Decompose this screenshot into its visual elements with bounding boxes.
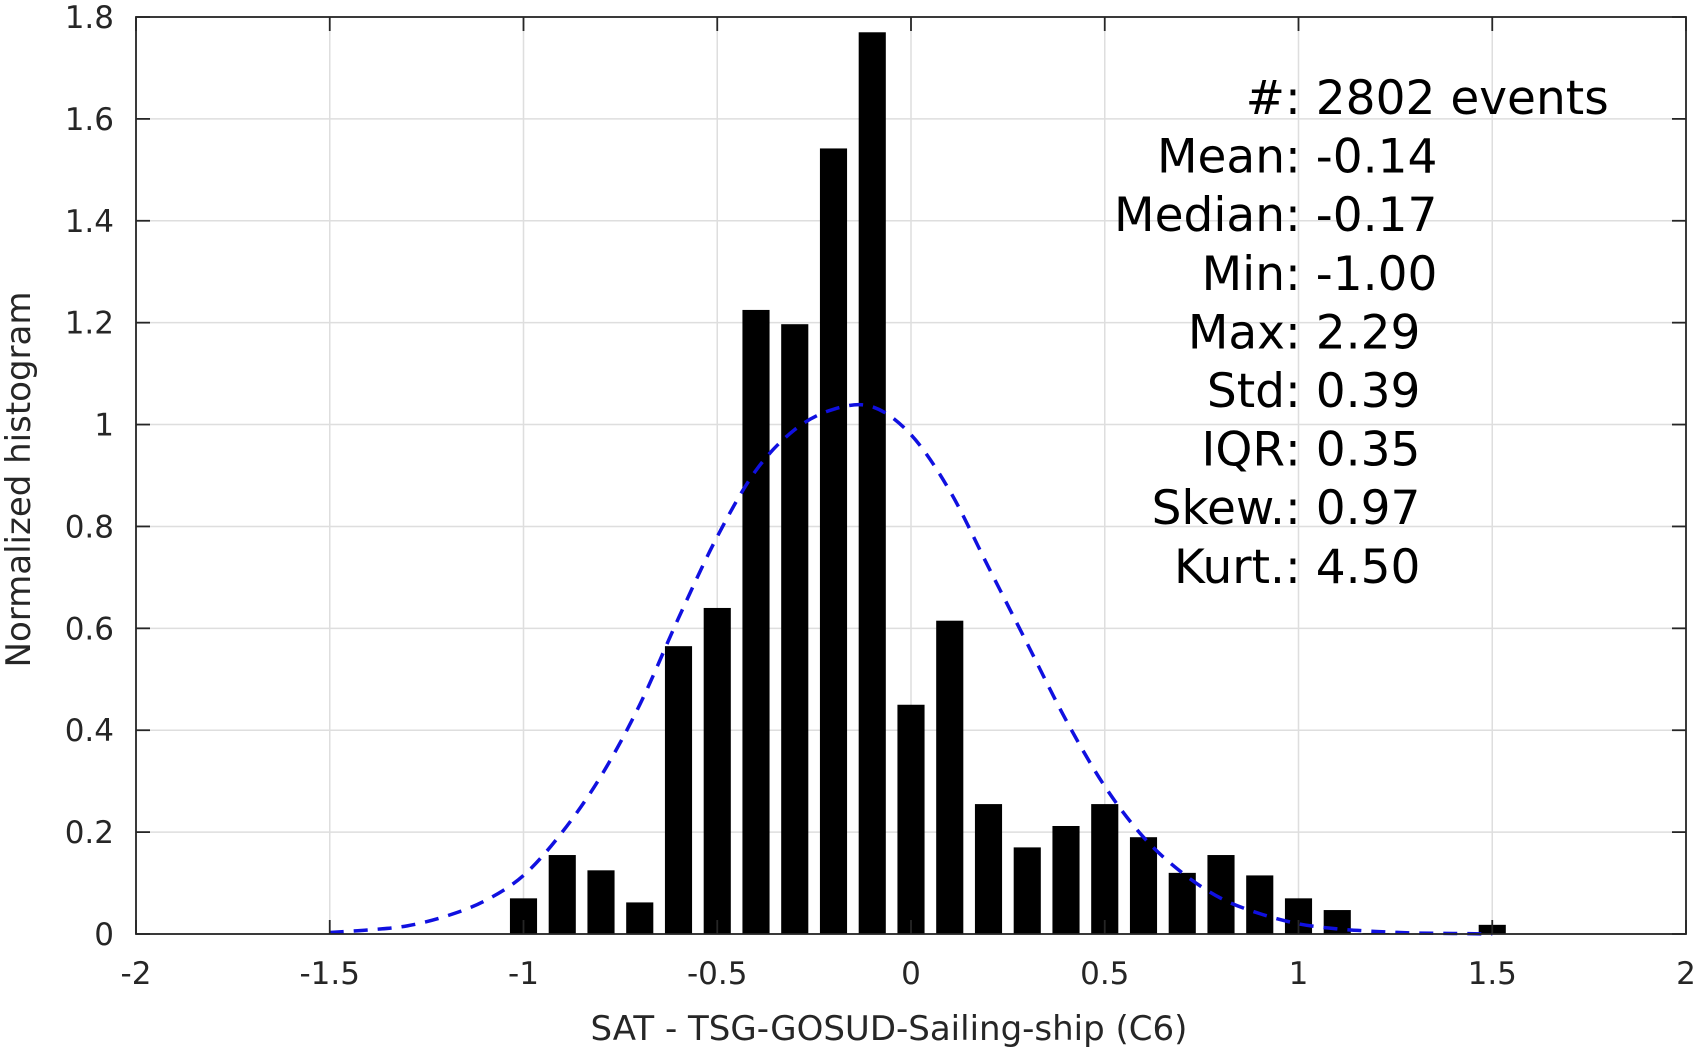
histogram-bar xyxy=(1013,847,1041,934)
y-tick-label: 1.8 xyxy=(65,0,114,36)
histogram-bar xyxy=(626,902,654,934)
histogram-bar xyxy=(819,148,848,935)
stat-label: Kurt. xyxy=(1174,540,1285,595)
stat-label: Max xyxy=(1188,305,1285,360)
x-tick-label: 2 xyxy=(1676,956,1696,992)
stat-label: Skew. xyxy=(1152,481,1285,536)
y-tick-label: 0.8 xyxy=(65,509,114,545)
x-tick-label: 1 xyxy=(1289,956,1309,992)
grid xyxy=(135,16,1687,935)
histogram-bar xyxy=(548,855,576,934)
y-tick-label: 0 xyxy=(94,917,114,953)
y-tick-label: 1.4 xyxy=(65,204,114,240)
y-axis-title: Normalized histogram xyxy=(0,292,39,668)
histogram-bar xyxy=(587,870,615,934)
histogram-bar xyxy=(974,804,1003,934)
histogram-bar xyxy=(1246,875,1274,934)
histogram-bar xyxy=(664,646,693,934)
histogram-bar xyxy=(858,32,886,935)
histogram-bar xyxy=(742,309,770,934)
stat-value: : 4.50 xyxy=(1285,540,1420,595)
y-tick-labels: 0 0.2 0.4 0.6 0.8 1 1.2 1.4 1.6 1.8 xyxy=(65,0,114,953)
x-tick-label: 0.5 xyxy=(1080,956,1129,992)
y-tick-label: 1.6 xyxy=(65,102,114,138)
histogram-bar xyxy=(897,704,925,934)
y-tick-label: 1.2 xyxy=(65,306,114,342)
y-tick-label: 0.2 xyxy=(65,815,114,851)
histogram-bar xyxy=(1168,872,1196,934)
stat-value: : 0.35 xyxy=(1285,423,1420,478)
x-tick-label: -0.5 xyxy=(687,956,748,992)
stat-value: : 0.39 xyxy=(1285,364,1420,419)
stat-value: : 2802 events xyxy=(1285,71,1609,126)
stat-label: Median xyxy=(1114,188,1285,243)
histogram-bar xyxy=(781,324,809,934)
stat-label: Std xyxy=(1207,364,1285,419)
y-tick-label: 1 xyxy=(94,408,114,444)
stat-value: : -1.00 xyxy=(1285,247,1437,302)
histogram-bar xyxy=(1129,837,1158,934)
normal-fit-curve xyxy=(329,402,1493,936)
x-axis-title: SAT - TSG-GOSUD-Sailing-ship (C6) xyxy=(591,1009,1188,1049)
stat-value: : -0.14 xyxy=(1285,130,1437,185)
x-tick-label: 1.5 xyxy=(1468,956,1517,992)
histogram-bar xyxy=(1052,825,1080,934)
stat-value: : 0.97 xyxy=(1285,481,1420,536)
histogram-bar xyxy=(936,620,964,934)
stat-label: IQR xyxy=(1201,423,1285,478)
y-tick-label: 0.4 xyxy=(65,713,114,749)
histogram-bars xyxy=(509,32,1506,935)
histogram-bar xyxy=(1091,804,1119,934)
stat-value: : 2.29 xyxy=(1285,305,1420,360)
y-tick-label: 0.6 xyxy=(65,611,114,647)
x-tick-label: -1 xyxy=(508,956,539,992)
x-tick-label: -2 xyxy=(121,956,152,992)
stat-label: Mean xyxy=(1157,130,1285,185)
histogram-bar xyxy=(703,607,731,934)
x-tick-labels: -2 -1.5 -1 -0.5 0 0.5 1 1.5 2 xyxy=(121,956,1696,992)
stat-value: : -0.17 xyxy=(1285,188,1437,243)
stat-label: # xyxy=(1246,71,1285,126)
stat-label: Min xyxy=(1202,247,1285,302)
axis-ticks xyxy=(135,16,1687,935)
x-tick-label: 0 xyxy=(901,956,921,992)
x-tick-label: -1.5 xyxy=(300,956,361,992)
